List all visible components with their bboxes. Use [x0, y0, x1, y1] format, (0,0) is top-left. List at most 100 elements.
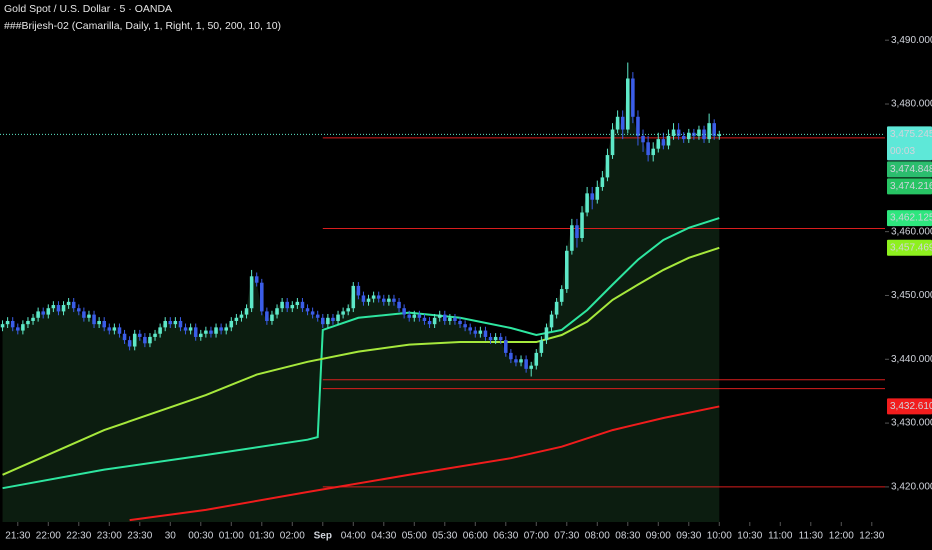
x-tick-label: 08:30	[615, 531, 640, 542]
candle-body	[615, 116, 620, 130]
x-tick-label: 23:30	[127, 531, 152, 542]
candle-body	[356, 285, 361, 296]
candle-body	[219, 327, 223, 331]
candle-body	[651, 148, 655, 156]
candle-body	[387, 298, 391, 302]
x-tick-label: 22:00	[36, 531, 61, 542]
x-tick-label: 00:30	[188, 531, 213, 542]
candle-body	[21, 324, 25, 331]
price-label: 3,475.245	[890, 129, 932, 140]
candle-body	[458, 320, 462, 325]
candle-body	[260, 282, 264, 312]
candle-body	[26, 320, 30, 325]
x-tick-label: 01:30	[249, 531, 274, 542]
candle-body	[575, 225, 579, 239]
y-tick-label: 3,480.000	[891, 99, 932, 110]
candle-body	[712, 123, 716, 136]
candle-body	[183, 327, 188, 331]
x-tick-label: 11:00	[768, 531, 793, 542]
candle-body	[331, 317, 335, 321]
candle-body	[498, 336, 503, 341]
axes: 3,420.000 3,430.000 3,440.000 3,450.000 3,46…	[5, 35, 932, 542]
x-tick-label: 08:00	[585, 531, 610, 542]
candle-body	[488, 336, 493, 341]
candle-body	[554, 301, 559, 315]
candle-body	[605, 155, 610, 178]
candle-body	[646, 142, 650, 156]
candle-body	[346, 308, 350, 312]
candle-body	[87, 314, 91, 318]
candle-body	[382, 298, 386, 302]
candle-body	[36, 311, 40, 318]
candle-body	[671, 129, 676, 136]
candle-body	[702, 129, 706, 140]
candle-body	[244, 308, 249, 315]
y-tick-label: 3,460.000	[891, 226, 932, 237]
candle-body	[610, 129, 615, 156]
candle-body	[193, 327, 198, 337]
x-tick-label: 22:30	[66, 531, 91, 542]
candle-body	[97, 320, 101, 325]
candle-body	[102, 320, 106, 328]
candle-body	[254, 276, 259, 283]
candle-body	[697, 129, 701, 136]
candle-body	[717, 134, 722, 136]
candle-body	[178, 320, 183, 328]
candle-body	[580, 212, 584, 239]
candle-body	[463, 324, 467, 328]
candle-body	[310, 311, 315, 315]
candle-body	[239, 314, 244, 318]
x-tick-label: 06:00	[463, 531, 488, 542]
candle-body	[229, 320, 234, 328]
candle-body	[631, 78, 635, 117]
candle-body	[549, 314, 554, 328]
candle-body	[620, 116, 625, 130]
x-tick-label: 06:30	[493, 531, 518, 542]
price-label: 3,457.469	[890, 242, 932, 253]
candle-body	[437, 314, 442, 318]
candle-body	[687, 132, 691, 140]
price-label: 3,432.610	[890, 401, 932, 412]
candle-body	[82, 311, 86, 318]
indicator-line	[2, 246, 720, 476]
y-tick-label: 3,420.000	[891, 482, 932, 493]
candle-body	[71, 301, 76, 309]
candle-body	[132, 333, 137, 347]
candle-body	[402, 308, 406, 315]
y-tick-label: 3,450.000	[891, 290, 932, 301]
x-tick-label: 09:00	[646, 531, 671, 542]
candle-body	[209, 330, 213, 334]
x-tick-label: 11:30	[799, 531, 824, 542]
candle-body	[636, 116, 640, 136]
candle-body	[188, 327, 193, 331]
x-tick-label: 21:30	[5, 531, 30, 542]
candle-body	[173, 320, 178, 325]
candle-body	[295, 301, 300, 306]
candle-body	[676, 129, 681, 136]
candle-body	[544, 327, 549, 341]
candle-body	[249, 276, 254, 309]
price-label-box	[887, 398, 932, 415]
candle-body	[148, 336, 152, 344]
candle-body	[432, 317, 437, 325]
candle-body	[361, 295, 366, 302]
candle-body	[422, 317, 427, 321]
candle-body	[534, 352, 539, 366]
candle-body	[214, 327, 218, 334]
candle-body	[412, 314, 417, 318]
candle-body	[10, 320, 15, 328]
candle-body	[168, 320, 173, 325]
candle-body	[153, 333, 157, 337]
candle-body	[448, 317, 452, 321]
candle-body	[539, 340, 544, 353]
candle-body	[117, 327, 122, 334]
price-label-box	[887, 178, 932, 195]
candle-body	[473, 330, 478, 334]
candle-body	[61, 305, 66, 312]
x-tick-label: 01:00	[219, 531, 244, 542]
y-tick-label: 3,430.000	[891, 418, 932, 429]
x-tick-label: 10:30	[737, 531, 762, 542]
candle-body	[280, 301, 284, 309]
y-tick-label: 3,490.000	[891, 35, 932, 46]
candle-body	[351, 285, 356, 309]
